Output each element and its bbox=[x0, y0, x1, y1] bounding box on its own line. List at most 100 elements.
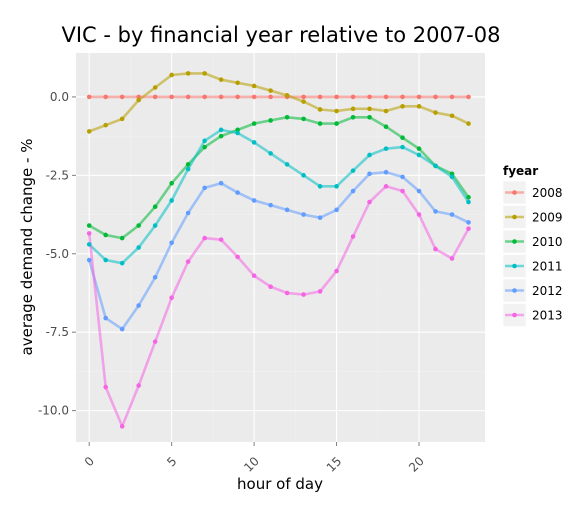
data-point-2009 bbox=[218, 77, 224, 82]
data-point-2013 bbox=[251, 273, 257, 279]
data-point-2012 bbox=[86, 257, 92, 263]
data-point-2010 bbox=[466, 195, 471, 200]
data-point-2009 bbox=[400, 104, 405, 109]
data-point-2011 bbox=[466, 199, 471, 205]
data-point-2012 bbox=[152, 275, 158, 280]
data-point-2013 bbox=[152, 339, 158, 344]
data-point-2009 bbox=[103, 122, 108, 128]
y-tick-label: -2.5 bbox=[46, 168, 69, 182]
data-point-2010 bbox=[119, 235, 125, 241]
data-point-2011 bbox=[334, 184, 339, 189]
y-tick-label: -10.0 bbox=[38, 404, 69, 418]
data-point-2009 bbox=[317, 107, 323, 112]
x-tick-label: 5 bbox=[164, 454, 179, 469]
y-tick-label: -7.5 bbox=[46, 325, 69, 339]
series-lines bbox=[87, 72, 470, 428]
series-line-2010 bbox=[87, 116, 470, 240]
data-point-2013 bbox=[235, 254, 240, 260]
data-point-2008 bbox=[367, 94, 372, 100]
x-tick-label: 20 bbox=[406, 454, 427, 475]
y-axis: 0.0 -2.5 -5.0 -7.5 -10.0 bbox=[38, 90, 76, 418]
data-point-2013 bbox=[317, 289, 323, 294]
data-point-2011 bbox=[383, 146, 389, 151]
data-point-2009 bbox=[86, 129, 92, 134]
data-point-2008 bbox=[235, 94, 240, 100]
data-point-2011 bbox=[433, 163, 438, 169]
data-point-2009 bbox=[350, 106, 356, 112]
legend-key-point bbox=[512, 239, 517, 244]
data-point-2010 bbox=[367, 115, 372, 120]
data-point-2009 bbox=[367, 106, 372, 112]
data-point-2008 bbox=[466, 94, 471, 100]
data-point-2008 bbox=[449, 94, 455, 100]
y-tick-label: 0.0 bbox=[50, 90, 69, 104]
data-point-2010 bbox=[317, 121, 323, 126]
data-point-2012 bbox=[400, 174, 405, 180]
data-point-2013 bbox=[218, 237, 224, 242]
data-point-2009 bbox=[202, 71, 207, 76]
data-point-2010 bbox=[103, 232, 108, 238]
series-line-2012 bbox=[87, 170, 470, 331]
data-point-2013 bbox=[86, 231, 92, 236]
data-point-2008 bbox=[218, 94, 224, 100]
data-point-2010 bbox=[416, 146, 422, 151]
legend-items: 2008 2009 2010 2011 2012 2013 bbox=[502, 180, 563, 327]
data-point-2012 bbox=[317, 215, 323, 220]
data-point-2011 bbox=[400, 144, 405, 150]
data-point-2010 bbox=[268, 118, 273, 123]
data-point-2013 bbox=[383, 184, 389, 189]
data-point-2011 bbox=[119, 260, 125, 266]
data-point-2013 bbox=[466, 226, 471, 231]
data-point-2011 bbox=[268, 151, 273, 156]
data-point-2010 bbox=[334, 121, 339, 126]
data-point-2011 bbox=[317, 184, 323, 189]
data-point-2011 bbox=[169, 198, 174, 203]
data-point-2013 bbox=[119, 424, 125, 429]
series-line-2009 bbox=[87, 72, 470, 133]
data-point-2010 bbox=[152, 204, 158, 210]
data-point-2008 bbox=[152, 94, 158, 100]
data-point-2010 bbox=[383, 124, 389, 130]
data-point-2011 bbox=[350, 168, 356, 173]
data-point-2011 bbox=[416, 152, 422, 158]
data-point-2013 bbox=[185, 259, 191, 264]
legend-label: 2009 bbox=[532, 211, 563, 225]
data-point-2012 bbox=[169, 240, 174, 246]
data-point-2013 bbox=[416, 212, 422, 217]
data-point-2011 bbox=[185, 166, 191, 172]
data-point-2011 bbox=[251, 140, 257, 145]
data-point-2009 bbox=[449, 113, 455, 119]
data-point-2008 bbox=[185, 94, 191, 100]
series-line-2013 bbox=[87, 185, 470, 428]
data-point-2008 bbox=[119, 94, 125, 100]
data-point-2012 bbox=[103, 315, 108, 321]
x-tick-label: 0 bbox=[82, 454, 97, 469]
legend-label: 2012 bbox=[532, 284, 563, 298]
data-point-2008 bbox=[416, 94, 422, 100]
legend-key-point bbox=[512, 263, 517, 269]
x-tick-label: 15 bbox=[324, 454, 345, 475]
data-point-2010 bbox=[136, 223, 141, 228]
data-point-2009 bbox=[152, 85, 158, 90]
legend-key-point bbox=[512, 190, 517, 195]
x-axis-title: hour of day bbox=[237, 475, 323, 493]
data-point-2010 bbox=[301, 116, 306, 122]
data-point-2011 bbox=[202, 138, 207, 144]
data-point-2008 bbox=[202, 94, 207, 100]
data-point-2012 bbox=[449, 212, 455, 217]
legend-label: 2008 bbox=[532, 186, 563, 200]
x-tick-label: 10 bbox=[241, 454, 262, 475]
data-point-2011 bbox=[367, 152, 372, 158]
x-axis: 0 5 10 15 20 bbox=[82, 442, 427, 475]
legend-label: 2010 bbox=[532, 235, 563, 249]
data-point-2013 bbox=[268, 284, 273, 290]
data-point-2012 bbox=[218, 180, 224, 186]
data-point-2008 bbox=[317, 94, 323, 100]
data-point-2012 bbox=[202, 185, 207, 191]
data-point-2013 bbox=[433, 246, 438, 252]
data-point-2010 bbox=[218, 133, 224, 139]
series-points bbox=[86, 71, 471, 429]
data-point-2009 bbox=[383, 108, 389, 114]
data-point-2011 bbox=[136, 245, 141, 250]
